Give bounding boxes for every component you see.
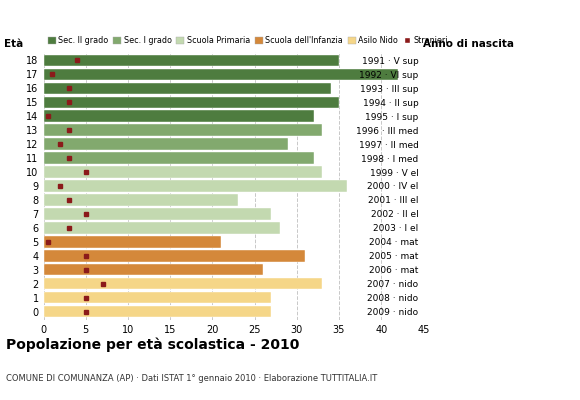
Text: Età: Età <box>3 39 23 49</box>
Legend: Sec. II grado, Sec. I grado, Scuola Primaria, Scuola dell'Infanzia, Asilo Nido, : Sec. II grado, Sec. I grado, Scuola Prim… <box>48 36 448 45</box>
Bar <box>44 264 263 276</box>
Bar <box>44 250 305 262</box>
Bar <box>44 166 322 178</box>
Bar <box>44 69 398 80</box>
Bar <box>44 138 288 150</box>
Bar <box>44 194 238 206</box>
Text: COMUNE DI COMUNANZA (AP) · Dati ISTAT 1° gennaio 2010 · Elaborazione TUTTITALIA.: COMUNE DI COMUNANZA (AP) · Dati ISTAT 1°… <box>6 374 377 383</box>
Bar <box>44 124 322 136</box>
Bar <box>44 180 347 192</box>
Text: Popolazione per età scolastica - 2010: Popolazione per età scolastica - 2010 <box>6 338 299 352</box>
Bar <box>44 110 314 122</box>
Bar <box>44 278 322 290</box>
Bar <box>44 236 221 248</box>
Text: Anno di nascita: Anno di nascita <box>423 39 514 49</box>
Bar <box>44 55 339 66</box>
Bar <box>44 82 331 94</box>
Bar <box>44 292 271 303</box>
Bar <box>44 96 339 108</box>
Bar <box>44 222 280 234</box>
Bar <box>44 152 314 164</box>
Bar <box>44 208 271 220</box>
Bar <box>44 306 271 317</box>
